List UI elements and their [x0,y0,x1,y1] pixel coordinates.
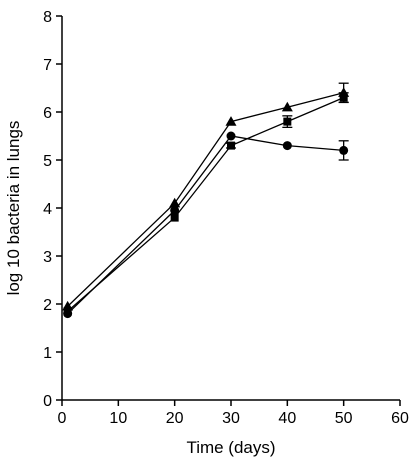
x-tick-label: 10 [109,410,127,427]
data-point-square [339,93,348,102]
y-tick-label: 6 [43,105,52,122]
y-axis-title: log 10 bacteria in lungs [4,121,23,296]
data-point-circle [339,145,349,155]
data-point-triangle [169,197,181,208]
x-tick-label: 60 [391,410,409,427]
data-point-circle [282,141,292,151]
series-layer [62,82,350,319]
axis-ticks: 0 1 2 3 4 5 6 7 8 0 10 20 30 40 50 60 [43,9,409,427]
x-tick-label: 50 [335,410,353,427]
data-point-triangle [281,101,293,112]
data-point-triangle [225,116,237,126]
series-triangle [62,82,350,311]
data-point-square [170,213,179,222]
y-tick-label: 3 [43,249,52,266]
x-tick-label: 30 [222,410,240,427]
x-tick-label: 20 [166,410,184,427]
data-point-square [227,141,235,150]
data-point-circle [170,205,180,215]
y-tick-label: 2 [43,297,52,314]
series-circle [63,131,349,319]
x-tick-label: 0 [58,410,67,427]
y-tick-label: 8 [43,9,52,26]
y-tick-label: 5 [43,153,52,170]
data-point-circle [63,309,73,319]
y-tick-label: 7 [43,57,52,74]
y-tick-label: 0 [43,393,52,410]
series-line [67,135,344,315]
x-tick-label: 40 [278,410,296,427]
x-axis-title: Time (days) [186,438,275,457]
series-line [67,97,344,312]
data-point-square [283,117,292,126]
data-point-circle [226,131,236,141]
series-square [63,92,349,316]
y-tick-label: 4 [43,201,52,218]
y-tick-label: 1 [43,345,52,362]
